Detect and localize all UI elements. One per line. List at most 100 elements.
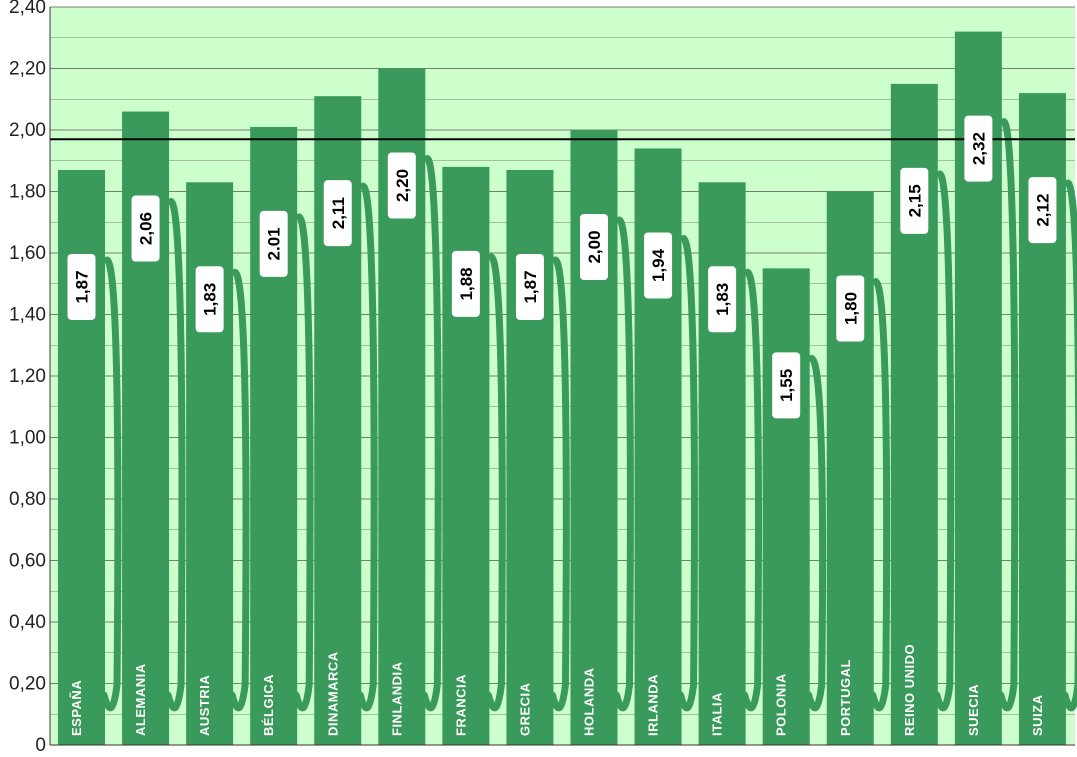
value-label-box bbox=[644, 232, 673, 299]
value-label: 1,94 bbox=[649, 248, 668, 282]
value-label-group: 1,83 bbox=[195, 266, 224, 333]
value-label: 1,87 bbox=[521, 270, 540, 303]
y-tick-label: 0,40 bbox=[9, 612, 46, 633]
value-label-box bbox=[387, 152, 416, 219]
value-labels: 1,87 2,06 1,83 2.01 2,11 2,20 1,88 1,87 2,00 1,94… bbox=[67, 115, 1057, 419]
y-tick-label: 0,20 bbox=[9, 674, 46, 695]
y-tick-label: 2,20 bbox=[9, 59, 46, 80]
value-label: 1,83 bbox=[201, 283, 220, 316]
value-label-group: 1,87 bbox=[515, 253, 544, 320]
bar-decoration bbox=[356, 182, 378, 712]
category-label-group: BÉLGICA bbox=[261, 674, 276, 736]
value-label-box bbox=[964, 115, 993, 182]
value-label: 1,83 bbox=[713, 283, 732, 316]
category-label-group: POLONIA bbox=[774, 673, 789, 736]
category-label-group: FRANCIA bbox=[453, 674, 468, 736]
y-tick-label: 0,60 bbox=[9, 551, 46, 572]
bar-decoration bbox=[292, 213, 314, 712]
value-label-group: 2,12 bbox=[1028, 177, 1057, 244]
value-label-box bbox=[515, 253, 544, 320]
value-label: 1,88 bbox=[457, 267, 476, 300]
bar-decoration bbox=[420, 155, 442, 712]
bar-decoration bbox=[677, 234, 698, 712]
value-label-group: 2,00 bbox=[580, 214, 608, 280]
value-label-box bbox=[1028, 177, 1057, 244]
value-label-group: 2,15 bbox=[900, 167, 929, 234]
category-label: POLONIA bbox=[774, 673, 789, 736]
bar-decoration bbox=[613, 216, 634, 712]
value-label-box bbox=[67, 253, 96, 320]
value-label-box bbox=[708, 266, 737, 333]
category-label-group: IRLANDA bbox=[646, 674, 661, 736]
category-label: AUSTRIA bbox=[197, 675, 212, 736]
value-label-group: 1,83 bbox=[708, 266, 737, 333]
bar-decoration bbox=[805, 354, 827, 712]
category-label: FINLANDIA bbox=[389, 661, 404, 736]
category-label-group: GRECIA bbox=[517, 682, 532, 736]
category-label: DINAMARCA bbox=[325, 651, 340, 736]
bar-decoration bbox=[164, 198, 186, 712]
category-label: BÉLGICA bbox=[261, 674, 276, 736]
value-label-box bbox=[900, 167, 929, 234]
bar-decoration bbox=[100, 256, 122, 712]
value-label-box bbox=[836, 275, 865, 342]
category-label-group: FINLANDIA bbox=[389, 661, 404, 736]
value-label-group: 1,88 bbox=[451, 250, 480, 317]
category-label: FRANCIA bbox=[453, 674, 468, 736]
value-label-group: 2,06 bbox=[131, 195, 160, 262]
value-label-group: 2,11 bbox=[323, 180, 352, 247]
y-tick-label: 0,80 bbox=[9, 489, 46, 510]
value-label: 2,32 bbox=[969, 132, 988, 165]
value-label: 2,20 bbox=[393, 169, 412, 202]
category-label: ITALIA bbox=[710, 692, 725, 736]
category-label-group: ESPAÑA bbox=[69, 680, 84, 736]
value-label: 1,87 bbox=[73, 270, 92, 303]
value-label-box bbox=[131, 195, 160, 262]
value-label: 2,06 bbox=[137, 212, 156, 245]
y-tick-label: 0 bbox=[35, 735, 46, 752]
value-label: 2,11 bbox=[329, 197, 348, 229]
category-label: IRLANDA bbox=[646, 674, 661, 736]
bar-polonia bbox=[762, 268, 810, 745]
bar-decoration bbox=[741, 268, 763, 712]
category-label-group: ALEMANIA bbox=[133, 663, 148, 736]
bar-decoration bbox=[933, 170, 955, 712]
category-label: REINO UNIDO bbox=[902, 644, 917, 736]
category-label-group: HOLANDA bbox=[582, 667, 597, 736]
y-tick-label: 2,00 bbox=[9, 120, 46, 141]
value-label-box bbox=[580, 214, 608, 280]
category-label: HOLANDA bbox=[582, 667, 597, 736]
category-label: GRECIA bbox=[517, 682, 532, 736]
y-axis-ticks: 0 0,20 0,40 0,60 0,80 1,00 1,20 1,40 1,60 1,80 2,0… bbox=[9, 0, 46, 756]
value-label: 2.01 bbox=[265, 227, 284, 260]
category-label-group: SUECIA bbox=[966, 684, 981, 736]
category-label-group: ITALIA bbox=[710, 692, 725, 736]
category-label-group: SUIZA bbox=[1030, 694, 1045, 736]
value-label-box bbox=[323, 180, 352, 247]
value-label-box bbox=[259, 210, 288, 277]
value-label-group: 1,80 bbox=[836, 275, 865, 342]
value-label: 1,55 bbox=[777, 369, 796, 402]
bar-decoration bbox=[869, 278, 891, 712]
bar-decoration bbox=[1061, 179, 1077, 712]
bar-decoration bbox=[228, 268, 250, 712]
category-label: ALEMANIA bbox=[133, 663, 148, 736]
value-label-box bbox=[195, 266, 224, 333]
value-label-group: 2,20 bbox=[387, 152, 416, 219]
y-tick-label: 1,80 bbox=[9, 182, 46, 203]
value-label-box bbox=[772, 352, 801, 419]
value-label-group: 1,87 bbox=[67, 253, 96, 320]
y-tick-label: 1,40 bbox=[9, 305, 46, 326]
category-labels: ESPAÑA ALEMANIA AUSTRIA BÉLGICA DINAMARCA FIN… bbox=[69, 644, 1045, 736]
category-label: SUECIA bbox=[966, 684, 981, 736]
value-label-group: 1,94 bbox=[644, 232, 673, 299]
value-label-group: 2.01 bbox=[259, 210, 288, 277]
category-label-group: PORTUGAL bbox=[838, 659, 853, 736]
y-tick-label: 1,20 bbox=[9, 366, 46, 387]
value-label: 2,00 bbox=[585, 230, 604, 263]
y-tick-label: 2,40 bbox=[9, 0, 46, 18]
category-label-group: REINO UNIDO bbox=[902, 644, 917, 736]
bar-decoration bbox=[484, 253, 506, 712]
